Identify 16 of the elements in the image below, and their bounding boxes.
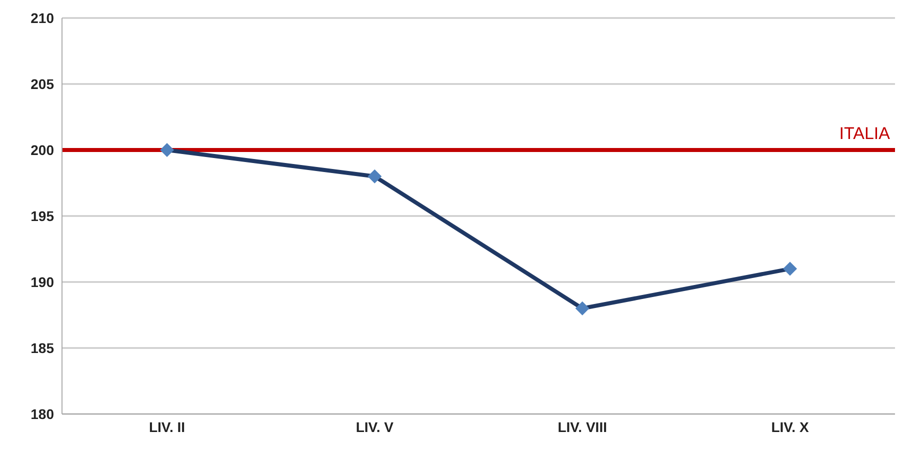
y-tick-label: 195 (30, 208, 54, 224)
ref-line-label: ITALIA (839, 124, 891, 144)
y-tick-label: 190 (30, 274, 54, 290)
point (160, 143, 174, 157)
x-tick-label: LIV. X (771, 418, 810, 435)
point (783, 262, 797, 276)
point (575, 301, 590, 316)
y-tick-label: 210 (30, 10, 54, 26)
x-tick-label: LIV. V (356, 418, 394, 435)
point (368, 169, 382, 184)
y-tick-label: 180 (30, 406, 54, 422)
x-tick-label: LIV. II (148, 418, 186, 435)
y-tick-label: 185 (30, 340, 54, 356)
y-tick-label: 205 (30, 76, 54, 92)
x-tick-label: LIV. VIII (558, 418, 607, 435)
y-tick-label: 200 (30, 142, 54, 158)
